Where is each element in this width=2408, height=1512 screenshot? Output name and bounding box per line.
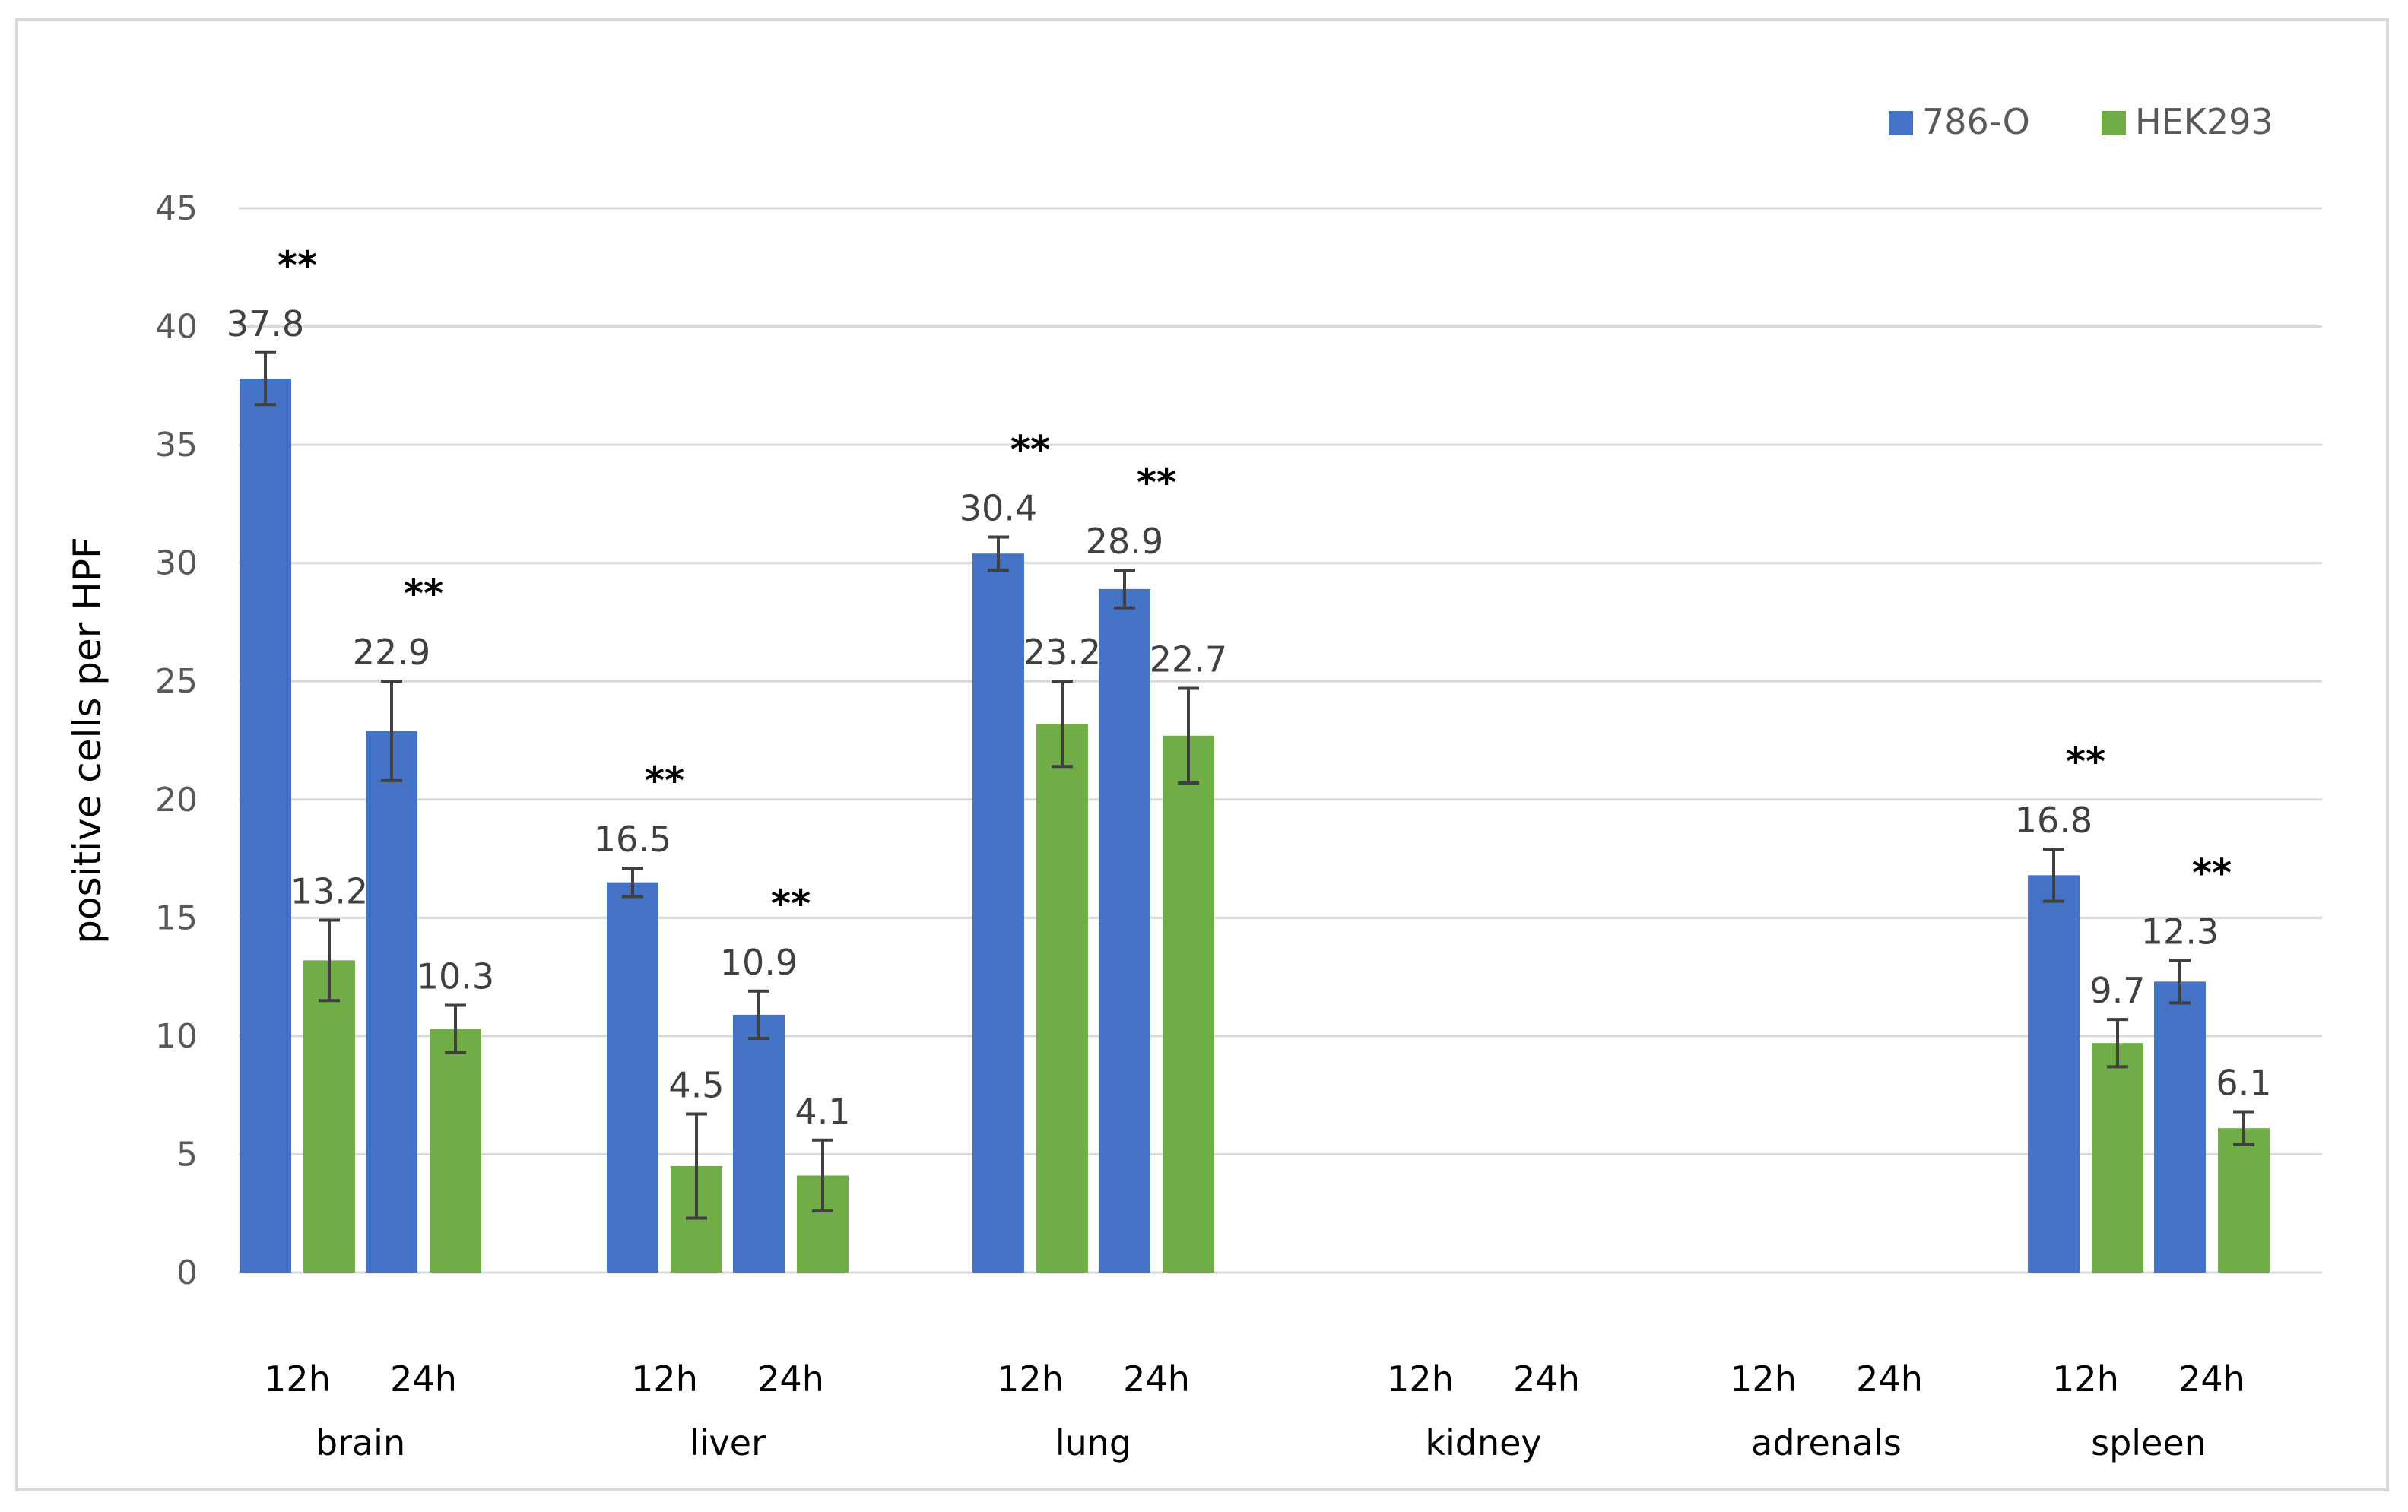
x-time-label: 12h — [1730, 1358, 1797, 1399]
legend-swatch-0 — [1889, 111, 1913, 135]
significance-marker: ** — [771, 882, 811, 926]
bar-786o-lung-12h — [972, 553, 1024, 1273]
data-label: 4.1 — [795, 1091, 850, 1132]
x-category-label: brain — [316, 1422, 405, 1463]
bar-hek293-spleen-24h — [2218, 1128, 2270, 1273]
x-category-label: spleen — [2091, 1422, 2207, 1463]
bar-786o-liver-12h — [607, 882, 658, 1273]
bar-hek293-spleen-12h — [2092, 1043, 2143, 1273]
bar-chart: 0 5 10 15 20 25 30 35 40 45 positive cells per HPF… — [65, 101, 2322, 1463]
x-time-label: 24h — [390, 1358, 457, 1399]
significance-marker: ** — [645, 759, 684, 803]
y-tick-label: 45 — [155, 189, 198, 228]
data-label: 22.9 — [353, 632, 430, 673]
bar-hek293-brain-12h — [303, 960, 355, 1273]
y-tick-label: 10 — [155, 1017, 198, 1056]
data-label: 12.3 — [2141, 911, 2219, 952]
legend-label: 786-O — [1922, 101, 2030, 142]
x-time-label: 12h — [2052, 1358, 2119, 1399]
legend-swatch-1 — [2102, 111, 2126, 135]
data-label: 10.3 — [417, 956, 494, 997]
x-category-label: kidney — [1425, 1422, 1541, 1463]
data-label: 23.2 — [1023, 632, 1101, 673]
data-label: 6.1 — [2216, 1062, 2271, 1103]
y-tick-label: 15 — [155, 899, 198, 937]
y-tick-label: 35 — [155, 426, 198, 464]
legend-label: HEK293 — [2135, 101, 2273, 142]
x-category-label: adrenals — [1751, 1422, 1902, 1463]
x-category-label: liver — [690, 1422, 766, 1463]
x-time-label: 24h — [2178, 1358, 2245, 1399]
significance-marker: ** — [1137, 461, 1176, 505]
significance-marker: ** — [2192, 851, 2232, 895]
y-tick-label: 40 — [155, 308, 198, 347]
significance-marker: ** — [2066, 740, 2105, 784]
bar-786o-lung-24h — [1099, 588, 1150, 1273]
bar-786o-liver-24h — [733, 1014, 785, 1273]
significance-marker: ** — [278, 243, 317, 287]
data-label: 30.4 — [960, 487, 1037, 528]
y-tick-label: 0 — [176, 1254, 198, 1292]
bar-786o-brain-24h — [366, 731, 417, 1273]
bar-hek293-lung-24h — [1163, 735, 1214, 1273]
x-time-label: 24h — [1123, 1358, 1190, 1399]
bar-786o-spleen-24h — [2154, 981, 2206, 1273]
significance-marker: ** — [404, 572, 443, 616]
y-tick-label: 5 — [176, 1135, 198, 1174]
data-label: 16.5 — [594, 819, 671, 860]
data-label: 16.8 — [2015, 800, 2092, 841]
significance-marker: ** — [1010, 427, 1050, 471]
chart-frame: 0 5 10 15 20 25 30 35 40 45 positive cells per HPF… — [15, 18, 2389, 1491]
x-time-label: 24h — [1513, 1358, 1580, 1399]
data-label: 9.7 — [2089, 970, 2145, 1011]
data-label: 10.9 — [720, 942, 798, 983]
x-time-label: 12h — [264, 1358, 331, 1399]
bar-786o-brain-12h — [240, 379, 291, 1273]
data-label: 28.9 — [1086, 521, 1163, 562]
x-time-label: 12h — [997, 1358, 1064, 1399]
data-label: 13.2 — [290, 870, 368, 911]
data-label: 37.8 — [227, 303, 304, 344]
bar-hek293-brain-24h — [430, 1029, 481, 1273]
bar-786o-spleen-12h — [2028, 875, 2080, 1273]
data-label: 22.7 — [1150, 639, 1227, 680]
x-time-label: 24h — [1856, 1358, 1923, 1399]
x-time-label: 24h — [757, 1358, 824, 1399]
y-axis-title: positive cells per HPF — [65, 537, 109, 943]
data-label: 4.5 — [668, 1065, 724, 1106]
y-tick-label: 30 — [155, 544, 198, 583]
x-time-label: 12h — [1387, 1358, 1454, 1399]
x-category-label: lung — [1055, 1422, 1131, 1463]
y-tick-label: 20 — [155, 781, 198, 819]
bar-hek293-lung-12h — [1036, 724, 1088, 1273]
y-tick-label: 25 — [155, 662, 198, 701]
x-time-label: 12h — [631, 1358, 698, 1399]
